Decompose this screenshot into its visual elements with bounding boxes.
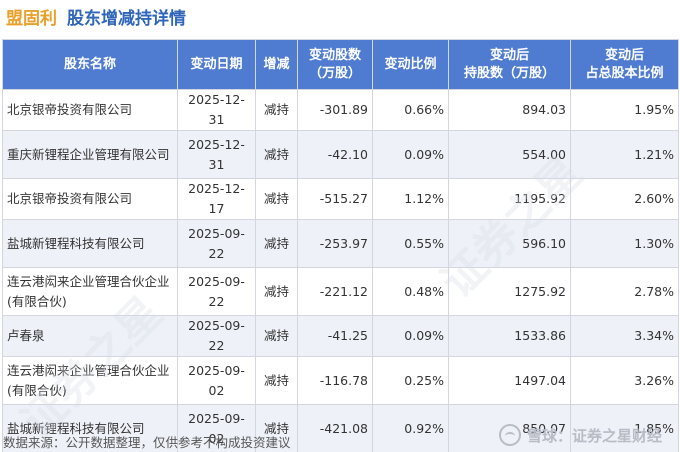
cell-change-shares: -116.78 (297, 356, 373, 405)
brand-watermark: 雪球：证券之星财经 (498, 424, 662, 446)
cell-shareholder-name: 连云港闳来企业管理合伙企业(有限合伙) (2, 267, 178, 316)
header-change-shares: 变动股数 （万股） (297, 39, 373, 90)
cell-pct-after: 3.26% (570, 356, 679, 405)
table-row: 北京银帝投资有限公司 2025-12-17 减持 -515.27 1.12% 1195.9… (2, 178, 679, 220)
cell-change-ratio: 0.09% (372, 315, 449, 357)
stock-name: 盟固利 (6, 8, 57, 29)
cell-shares-after: 1275.92 (448, 267, 571, 316)
cell-change-type: 减持 (255, 404, 298, 452)
cell-shareholder-name: 卢春泉 (2, 315, 178, 357)
table-row: 重庆新锂程企业管理有限公司 2025-12-31 减持 -42.10 0.09% 554.… (2, 130, 679, 179)
cell-change-type: 减持 (255, 219, 298, 268)
cell-shareholder-name: 盐城新锂程科技有限公司 (2, 404, 178, 452)
cell-change-shares: -253.97 (297, 219, 373, 268)
header-shareholder-name: 股东名称 (2, 39, 178, 90)
cell-change-shares: -421.08 (297, 404, 373, 452)
cell-change-date: 2025-12-17 (177, 178, 256, 220)
header-change-type: 增减 (255, 39, 298, 90)
cell-change-date: 2025-12-31 (177, 89, 256, 131)
cell-change-ratio: 0.92% (372, 404, 449, 452)
cell-change-ratio: 0.09% (372, 130, 449, 179)
snowball-logo-icon (498, 424, 521, 446)
table-row: 北京银帝投资有限公司 2025-12-31 减持 -301.89 0.66% 894.03… (2, 89, 679, 131)
cell-change-date: 2025-09-22 (177, 267, 256, 316)
title-bar: 盟固利 股东增减持详情 (6, 4, 186, 29)
cell-shareholder-name: 北京银帝投资有限公司 (2, 89, 178, 131)
cell-shareholder-name: 重庆新锂程企业管理有限公司 (2, 130, 178, 179)
table-row: 连云港闳来企业管理合伙企业(有限合伙) 2025-09-02 减持 -116.78 0.… (2, 356, 679, 405)
cell-shareholder-name: 连云港闳来企业管理合伙企业(有限合伙) (2, 356, 178, 405)
table-row: 盐城新锂程科技有限公司 2025-09-02 减持 -421.08 0.92% 850.0… (2, 404, 679, 452)
cell-change-shares: -515.27 (297, 178, 373, 220)
cell-change-type: 减持 (255, 315, 298, 357)
cell-change-ratio: 0.55% (372, 219, 449, 268)
cell-shares-after: 894.03 (448, 89, 571, 131)
cell-change-type: 减持 (255, 178, 298, 220)
cell-pct-after: 1.85% (570, 404, 679, 452)
cell-change-type: 减持 (255, 267, 298, 316)
cell-pct-after: 1.21% (570, 130, 679, 179)
header-change-ratio: 变动比例 (372, 39, 449, 90)
table-row: 盐城新锂程科技有限公司 2025-09-22 减持 -253.97 0.55% 596.1… (2, 219, 679, 268)
cell-change-date: 2025-12-31 (177, 130, 256, 179)
cell-shares-after: 1195.92 (448, 178, 571, 220)
cell-pct-after: 1.95% (570, 89, 679, 131)
cell-change-shares: -41.25 (297, 315, 373, 357)
cell-shareholder-name: 盐城新锂程科技有限公司 (2, 219, 178, 268)
cell-pct-after: 2.60% (570, 178, 679, 220)
header-pct-after: 变动后 占总股本比例 (570, 39, 679, 90)
cell-pct-after: 3.34% (570, 315, 679, 357)
cell-change-ratio: 0.66% (372, 89, 449, 131)
table-row: 连云港闳来企业管理合伙企业(有限合伙) 2025-09-22 减持 -221.12 0.… (2, 267, 679, 316)
table-row: 卢春泉 2025-09-22 减持 -41.25 0.09% 1533.86 3.34% (2, 315, 679, 357)
cell-shareholder-name: 北京银帝投资有限公司 (2, 178, 178, 220)
cell-change-ratio: 1.12% (372, 178, 449, 220)
cell-pct-after: 2.78% (570, 267, 679, 316)
cell-shares-after: 1497.04 (448, 356, 571, 405)
cell-change-ratio: 0.25% (372, 356, 449, 405)
cell-change-ratio: 0.48% (372, 267, 449, 316)
page-title: 股东增减持详情 (67, 8, 186, 29)
header-shares-after: 变动后 持股数（万股） (448, 39, 571, 90)
header-change-date: 变动日期 (177, 39, 256, 90)
cell-change-shares: -221.12 (297, 267, 373, 316)
cell-change-type: 减持 (255, 356, 298, 405)
cell-change-shares: -301.89 (297, 89, 373, 131)
cell-shares-after: 1533.86 (448, 315, 571, 357)
cell-change-type: 减持 (255, 130, 298, 179)
cell-change-date: 2025-09-22 (177, 315, 256, 357)
shareholder-change-table: 股东名称 变动日期 增减 变动股数 （万股） 变动比例 变动后 持股数（万股） 变动… (2, 39, 679, 452)
cell-change-shares: -42.10 (297, 130, 373, 179)
cell-shares-after: 554.00 (448, 130, 571, 179)
cell-shares-after: 596.10 (448, 219, 571, 268)
table-header-row: 股东名称 变动日期 增减 变动股数 （万股） 变动比例 变动后 持股数（万股） 变动… (2, 39, 679, 90)
cell-change-type: 减持 (255, 89, 298, 131)
cell-pct-after: 1.30% (570, 219, 679, 268)
cell-change-date: 2025-09-22 (177, 219, 256, 268)
data-source-note: 数据来源：公开数据整理，仅供参考不构成投资建议 (3, 435, 291, 450)
brand-label: 雪球：证券之星财经 (526, 426, 662, 445)
cell-change-date: 2025-09-02 (177, 356, 256, 405)
